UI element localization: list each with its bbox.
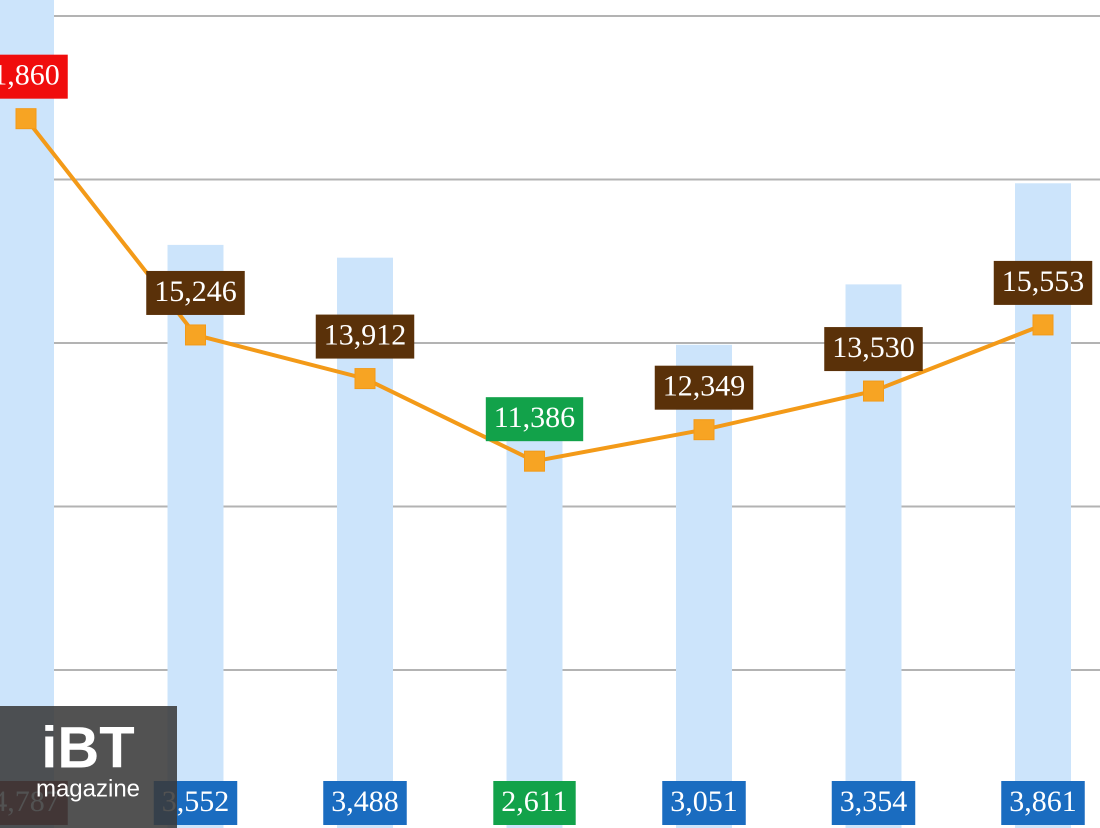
data-label-text: 3,861 xyxy=(1009,785,1077,818)
watermark-tagline: magazine xyxy=(36,775,140,802)
line-marker xyxy=(524,450,545,472)
watermark-box xyxy=(0,706,177,828)
data-label: 1,860 xyxy=(0,54,68,99)
data-label-text: 13,912 xyxy=(324,318,407,351)
bar xyxy=(0,0,54,828)
line-marker xyxy=(693,419,715,441)
data-label-box xyxy=(662,781,746,825)
data-label-box xyxy=(485,397,584,442)
data-label-text: 2,611 xyxy=(501,785,567,818)
line-marker xyxy=(185,324,206,346)
data-label: 15,246 xyxy=(146,270,245,315)
data-label: 3,488 xyxy=(323,781,407,825)
data-label-box xyxy=(824,327,923,372)
data-label-box xyxy=(993,260,1093,305)
watermark-brand: iBT xyxy=(41,715,134,780)
bar xyxy=(506,432,563,828)
data-label: 11,386 xyxy=(485,397,584,442)
data-label-text: 1,860 xyxy=(0,59,60,92)
bar xyxy=(845,284,902,828)
data-label-text: 3,051 xyxy=(670,785,738,818)
data-label-box xyxy=(146,270,245,315)
data-label-box xyxy=(831,781,916,825)
data-label: 15,553 xyxy=(993,260,1093,305)
watermark: iBT magazine xyxy=(0,706,177,828)
data-label-text: 11,386 xyxy=(494,401,575,434)
data-label: 13,530 xyxy=(824,327,923,372)
data-label: 2,611 xyxy=(493,781,576,825)
line-marker xyxy=(1032,314,1054,336)
data-label-text: 3,488 xyxy=(331,785,399,818)
data-label-box xyxy=(323,781,407,825)
line-marker xyxy=(354,368,376,390)
data-label-text: 15,553 xyxy=(1002,265,1085,298)
data-label-box xyxy=(0,54,68,99)
data-label-box xyxy=(315,314,415,359)
data-label-box xyxy=(654,365,754,410)
data-label-text: 15,246 xyxy=(154,275,237,308)
line-marker xyxy=(863,380,884,402)
data-label: 3,861 xyxy=(1001,781,1085,825)
data-label-text: 12,349 xyxy=(663,370,746,403)
data-label-text: 13,530 xyxy=(832,331,915,364)
data-label-box xyxy=(493,781,576,825)
data-label: 13,912 xyxy=(315,314,415,359)
line-marker xyxy=(15,108,37,130)
data-label-text: 3,354 xyxy=(840,785,908,818)
bar xyxy=(676,344,732,828)
data-label: 3,051 xyxy=(662,781,746,825)
data-label: 3,354 xyxy=(831,781,916,825)
data-label: 12,349 xyxy=(654,365,754,410)
data-label-box xyxy=(1001,781,1085,825)
